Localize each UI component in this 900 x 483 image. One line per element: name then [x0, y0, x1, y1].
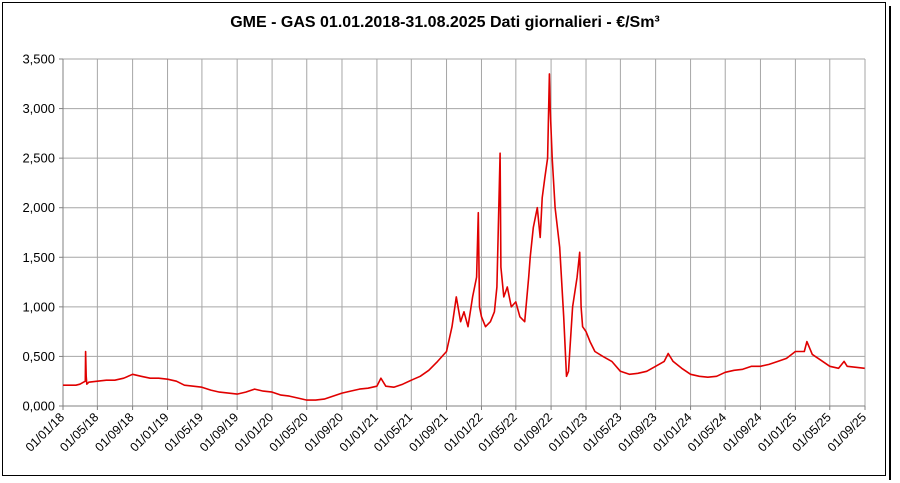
grid	[62, 58, 866, 407]
y-tick-label: 1,000	[22, 299, 55, 314]
x-tick-label: 01/09/25	[825, 410, 869, 454]
y-tick-label: 2,000	[22, 200, 55, 215]
y-tick-labels: 0,000 0,500 1,000 1,500 2,000 2,500 3,000 3,500	[22, 52, 55, 414]
y-tick-label: 0,500	[22, 349, 55, 364]
series-line-gas-price	[63, 73, 865, 401]
y-tick-label: 1,500	[22, 250, 55, 265]
frame-shadow	[889, 6, 891, 480]
y-tick-label: 0,000	[22, 399, 55, 414]
x-tick-labels: 01/01/1801/05/1801/09/1801/01/1901/05/19…	[23, 410, 869, 454]
chart-frame	[2, 2, 886, 476]
y-tick-label: 2,500	[22, 151, 55, 166]
series-layer	[63, 73, 865, 401]
y-tick-label: 3,500	[22, 52, 55, 67]
chart-title: GME - GAS 01.01.2018-31.08.2025 Dati gio…	[230, 14, 660, 31]
y-tick-label: 3,000	[22, 101, 55, 116]
axes	[59, 58, 866, 410]
